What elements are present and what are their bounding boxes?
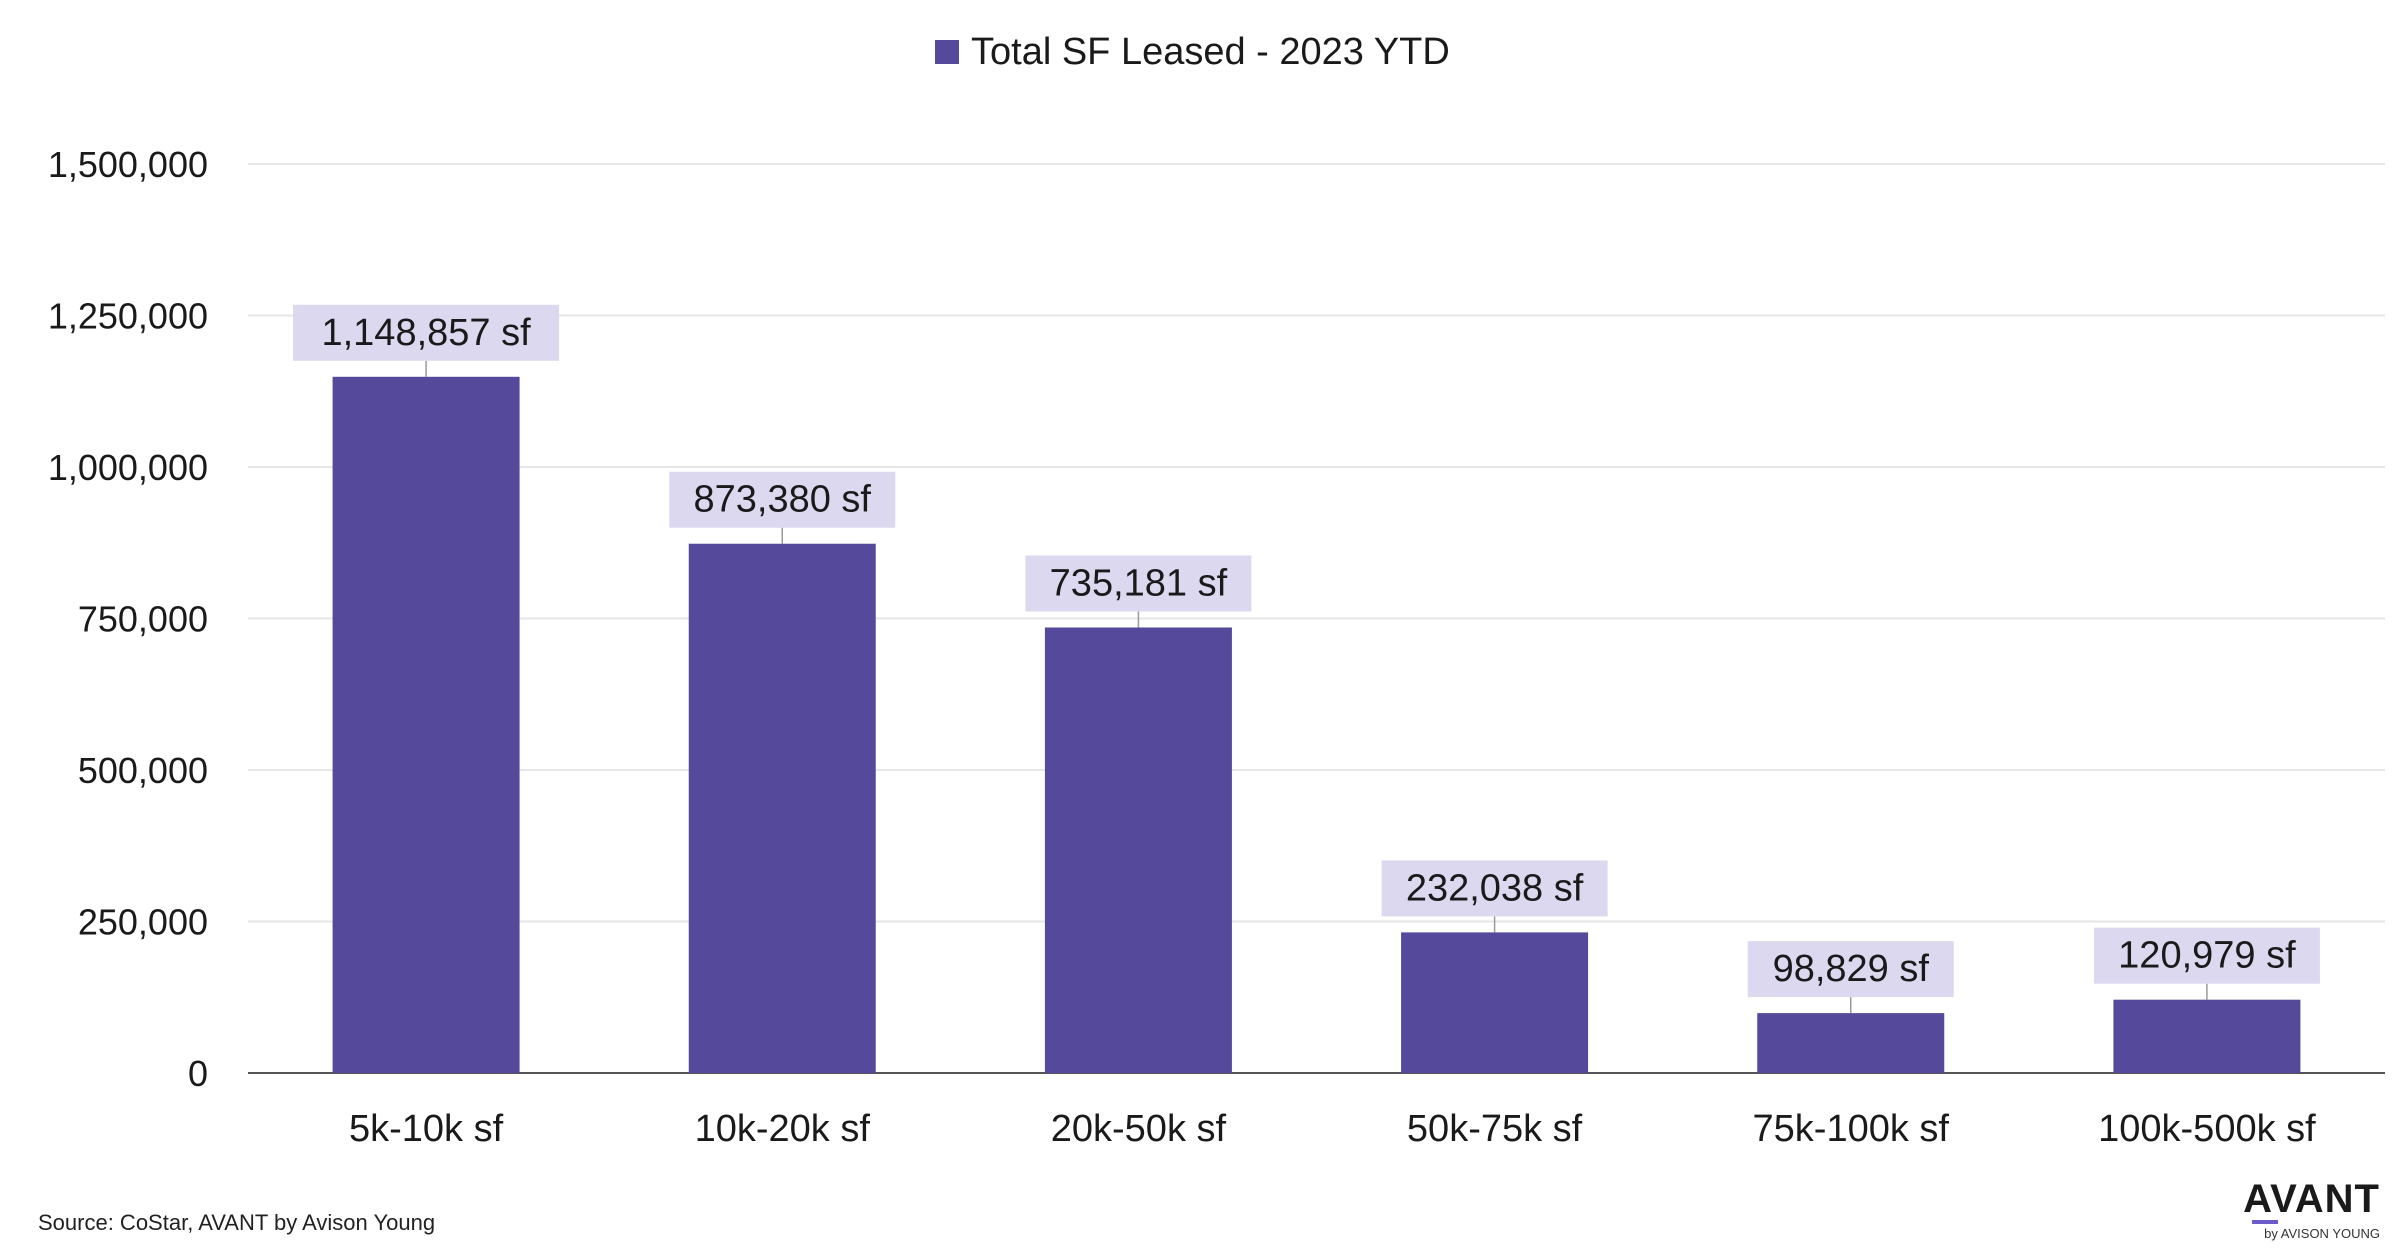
logo-subtitle: by AVISON YOUNG (2264, 1226, 2380, 1241)
data-label-box (669, 471, 896, 528)
bar (688, 543, 876, 1073)
data-label-box (1025, 555, 1252, 612)
y-tick-label: 750,000 (78, 599, 208, 640)
y-tick-label: 250,000 (78, 902, 208, 943)
data-label: 98,829 sf (1773, 948, 1930, 990)
y-tick-label: 1,500,000 (48, 144, 208, 185)
bar (1401, 932, 1589, 1073)
data-label-box (1381, 860, 1608, 917)
x-tick-label: 50k-75k sf (1407, 1108, 1583, 1150)
x-tick-label: 75k-100k sf (1753, 1108, 1950, 1150)
y-tick-label: 0 (188, 1053, 208, 1094)
bar (1757, 1013, 1945, 1073)
logo-accent-bar (2252, 1220, 2278, 1224)
x-tick-label: 20k-50k sf (1051, 1108, 1227, 1150)
data-label: 120,979 sf (2118, 935, 2296, 977)
bar (1044, 627, 1232, 1073)
bar (2113, 999, 2301, 1073)
source-note: Source: CoStar, AVANT by Avison Young (38, 1210, 436, 1235)
y-tick-label: 1,250,000 (48, 296, 208, 337)
bar (332, 376, 520, 1073)
data-label-box (1747, 941, 1954, 998)
data-label: 873,380 sf (694, 479, 872, 521)
logo-wordmark: AVANT (2243, 1177, 2380, 1221)
y-tick-label: 500,000 (78, 750, 208, 791)
data-label-box (293, 304, 560, 361)
y-tick-label: 1,000,000 (48, 447, 208, 488)
data-label: 1,148,857 sf (321, 312, 531, 354)
avant-logo: AVANT by AVISON YOUNG (2240, 1178, 2380, 1242)
data-label: 232,038 sf (1406, 867, 1584, 909)
legend-label: Total SF Leased - 2023 YTD (971, 31, 1450, 73)
x-tick-label: 10k-20k sf (695, 1108, 871, 1150)
data-label-box (2093, 927, 2320, 984)
legend-swatch (935, 40, 959, 64)
x-tick-label: 100k-500k sf (2098, 1108, 2316, 1150)
x-tick-label: 5k-10k sf (349, 1108, 504, 1150)
data-label: 735,181 sf (1050, 562, 1228, 604)
